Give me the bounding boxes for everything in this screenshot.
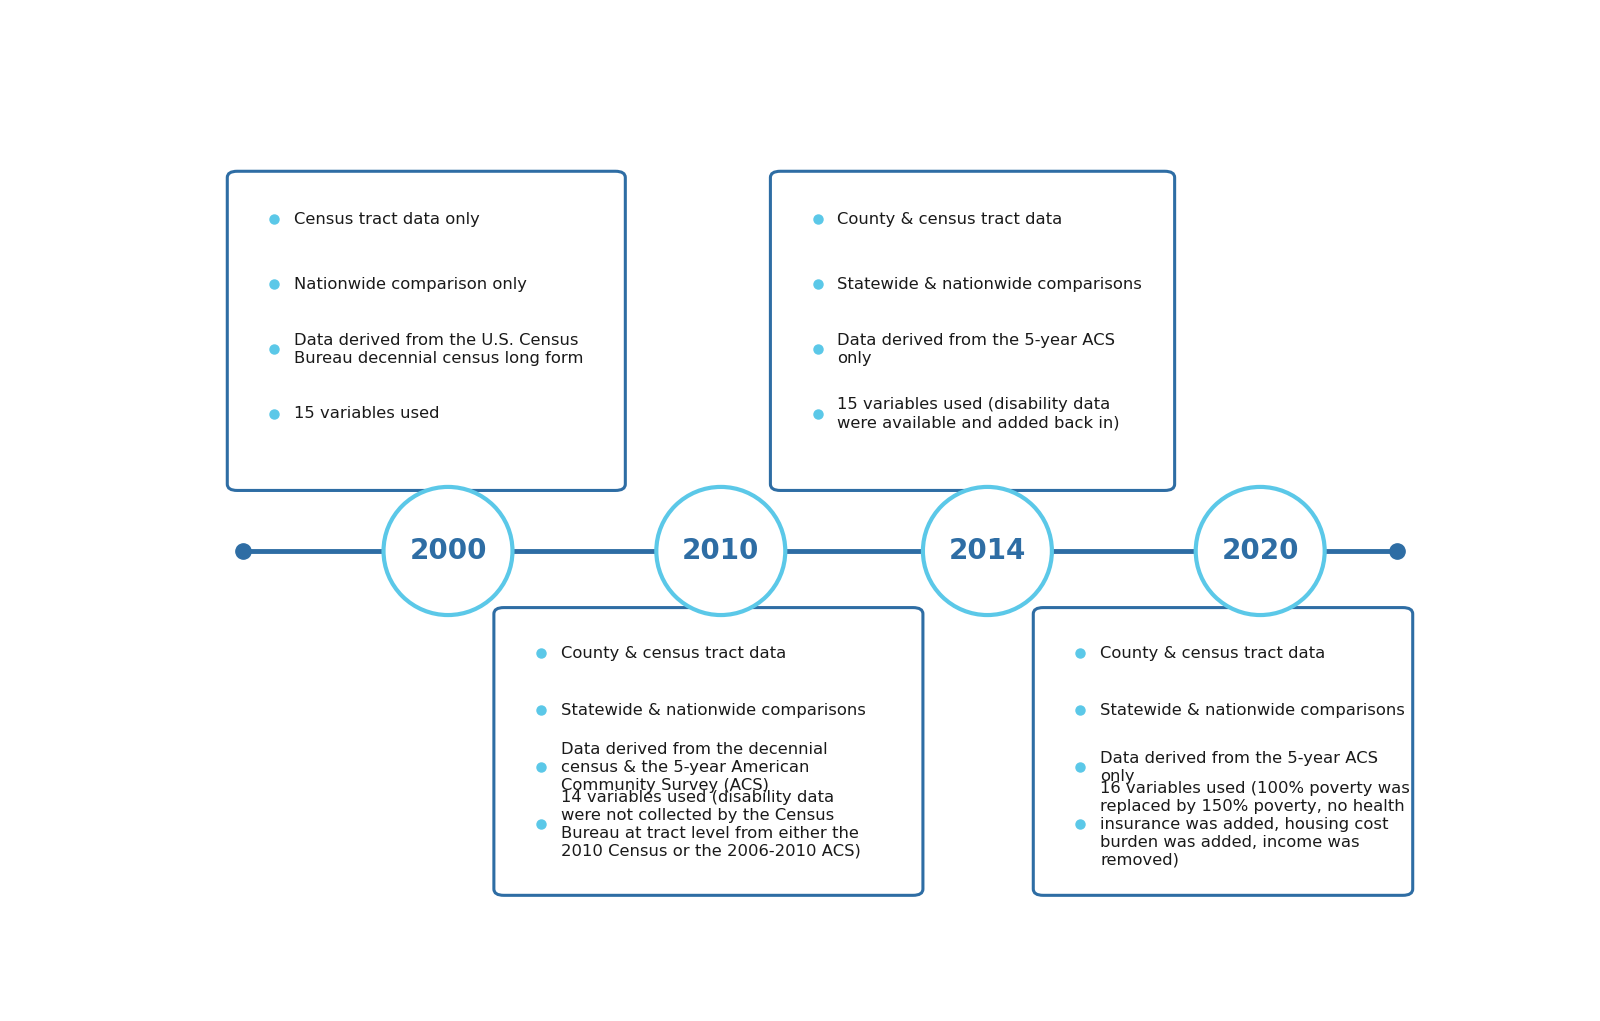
Text: 2020: 2020 xyxy=(1221,537,1299,565)
Text: 14 variables used (disability data
were not collected by the Census
Bureau at tr: 14 variables used (disability data were … xyxy=(562,790,861,859)
Ellipse shape xyxy=(1195,487,1325,615)
Text: County & census tract data: County & census tract data xyxy=(562,646,786,661)
Text: Statewide & nationwide comparisons: Statewide & nationwide comparisons xyxy=(1101,702,1405,718)
FancyBboxPatch shape xyxy=(494,607,923,895)
Text: Nationwide comparison only: Nationwide comparison only xyxy=(294,277,528,292)
Text: Statewide & nationwide comparisons: Statewide & nationwide comparisons xyxy=(837,277,1142,292)
Text: 15 variables used (disability data
were available and added back in): 15 variables used (disability data were … xyxy=(837,397,1120,431)
FancyBboxPatch shape xyxy=(1034,607,1413,895)
Ellipse shape xyxy=(923,487,1051,615)
Text: Census tract data only: Census tract data only xyxy=(294,211,480,227)
Text: Data derived from the decennial
census & the 5-year American
Community Survey (A: Data derived from the decennial census &… xyxy=(562,742,827,793)
Text: 15 variables used: 15 variables used xyxy=(294,406,440,422)
Text: 16 variables used (100% poverty was
replaced by 150% poverty, no health
insuranc: 16 variables used (100% poverty was repl… xyxy=(1101,781,1410,868)
Text: County & census tract data: County & census tract data xyxy=(837,211,1062,227)
Text: Data derived from the 5-year ACS
only: Data derived from the 5-year ACS only xyxy=(837,333,1115,366)
Text: 2014: 2014 xyxy=(949,537,1026,565)
Text: 2000: 2000 xyxy=(410,537,486,565)
Text: Data derived from the 5-year ACS
only: Data derived from the 5-year ACS only xyxy=(1101,750,1378,784)
FancyBboxPatch shape xyxy=(227,172,626,490)
Text: Data derived from the U.S. Census
Bureau decennial census long form: Data derived from the U.S. Census Bureau… xyxy=(294,333,584,366)
Text: Statewide & nationwide comparisons: Statewide & nationwide comparisons xyxy=(562,702,866,718)
FancyBboxPatch shape xyxy=(771,172,1174,490)
Text: 2010: 2010 xyxy=(682,537,760,565)
Ellipse shape xyxy=(656,487,786,615)
Ellipse shape xyxy=(384,487,512,615)
Text: County & census tract data: County & census tract data xyxy=(1101,646,1325,661)
